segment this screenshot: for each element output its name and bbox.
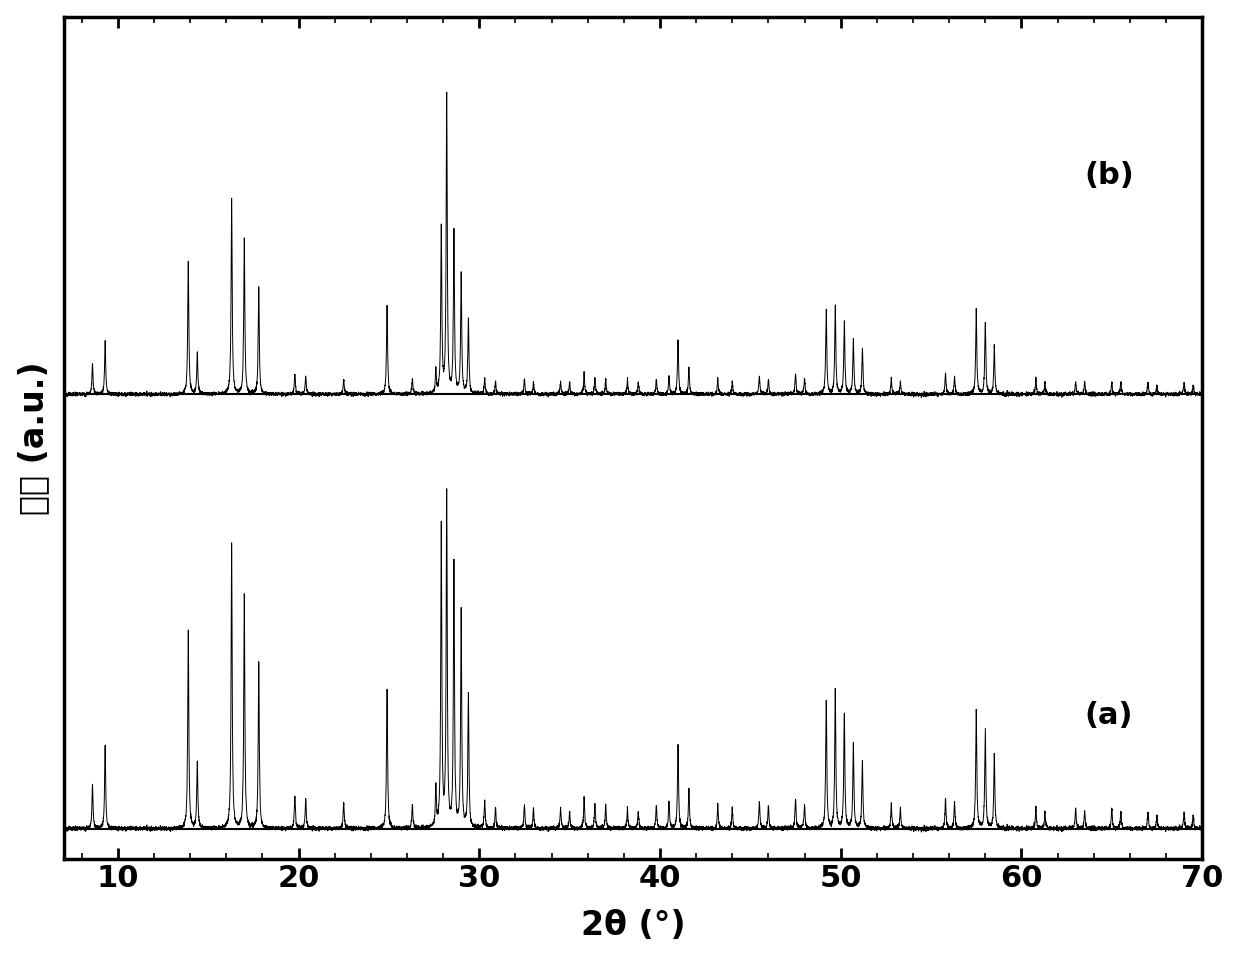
Text: (b): (b) (1085, 161, 1135, 190)
Text: (a): (a) (1085, 701, 1133, 730)
X-axis label: 2θ (°): 2θ (°) (580, 909, 686, 943)
Y-axis label: 强度 (a.u.): 强度 (a.u.) (16, 361, 50, 515)
